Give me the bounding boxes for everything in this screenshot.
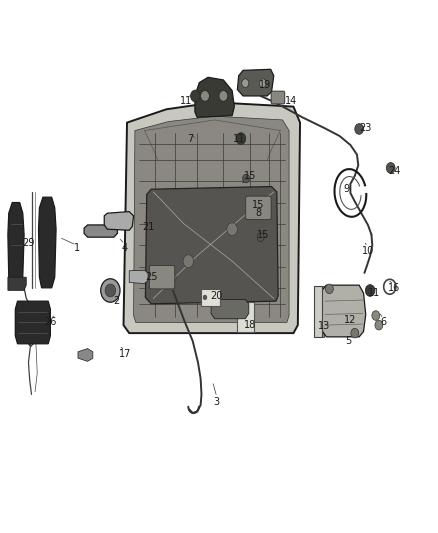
Text: 19: 19 (259, 80, 271, 90)
Polygon shape (129, 270, 148, 284)
Polygon shape (145, 187, 278, 304)
Text: 1: 1 (74, 243, 80, 253)
Polygon shape (134, 116, 289, 322)
Circle shape (227, 223, 237, 236)
Circle shape (219, 91, 228, 101)
Text: 15: 15 (244, 171, 256, 181)
Circle shape (105, 284, 116, 297)
Text: 4: 4 (122, 243, 128, 253)
Circle shape (325, 284, 333, 294)
Polygon shape (124, 102, 300, 333)
Circle shape (242, 79, 249, 87)
Bar (320, 286, 324, 337)
FancyBboxPatch shape (246, 196, 271, 220)
Text: 21: 21 (143, 222, 155, 231)
Text: 20: 20 (211, 291, 223, 301)
Polygon shape (39, 197, 56, 288)
Text: 15: 15 (252, 200, 265, 210)
Circle shape (386, 163, 395, 173)
Text: 3: 3 (214, 398, 220, 407)
Bar (314, 286, 322, 337)
Polygon shape (237, 69, 274, 96)
Circle shape (259, 79, 266, 87)
Circle shape (251, 204, 258, 212)
Circle shape (243, 174, 250, 183)
Text: 9: 9 (343, 184, 349, 194)
Text: 11: 11 (233, 134, 245, 143)
Text: 11: 11 (180, 96, 192, 106)
Text: 29: 29 (22, 238, 35, 247)
Text: 13: 13 (318, 321, 330, 331)
Text: 23: 23 (360, 123, 372, 133)
Text: 5: 5 (345, 336, 351, 346)
Circle shape (166, 271, 176, 284)
FancyBboxPatch shape (271, 91, 285, 104)
Circle shape (201, 91, 209, 101)
Text: 11: 11 (368, 288, 381, 298)
FancyBboxPatch shape (149, 265, 175, 289)
Text: 6: 6 (380, 318, 386, 327)
Circle shape (262, 209, 270, 219)
Circle shape (365, 285, 375, 296)
Polygon shape (84, 225, 117, 237)
Text: 7: 7 (187, 134, 194, 143)
Text: 17: 17 (119, 350, 131, 359)
Circle shape (351, 328, 359, 338)
Text: 16: 16 (388, 283, 400, 293)
Text: 24: 24 (388, 166, 400, 175)
Circle shape (203, 295, 207, 300)
Polygon shape (8, 277, 26, 290)
Text: 14: 14 (285, 96, 297, 106)
Circle shape (257, 233, 264, 241)
Polygon shape (195, 77, 234, 117)
Text: 10: 10 (362, 246, 374, 255)
Text: 18: 18 (244, 320, 256, 330)
FancyBboxPatch shape (201, 289, 220, 306)
Polygon shape (211, 300, 249, 319)
Circle shape (191, 90, 200, 102)
Text: 15: 15 (257, 230, 269, 239)
Bar (237, 302, 254, 332)
Text: 12: 12 (344, 315, 357, 325)
Circle shape (101, 279, 120, 302)
Circle shape (236, 133, 246, 144)
Circle shape (183, 255, 194, 268)
Polygon shape (15, 301, 50, 344)
Text: 2: 2 (113, 296, 119, 306)
Polygon shape (8, 203, 24, 288)
Polygon shape (320, 285, 366, 337)
Polygon shape (104, 212, 134, 230)
Circle shape (372, 311, 380, 320)
Circle shape (249, 207, 259, 220)
Circle shape (375, 320, 383, 330)
Text: 25: 25 (145, 272, 157, 282)
Text: 8: 8 (255, 208, 261, 218)
Text: 26: 26 (44, 318, 57, 327)
Circle shape (355, 124, 364, 134)
Polygon shape (78, 349, 93, 361)
